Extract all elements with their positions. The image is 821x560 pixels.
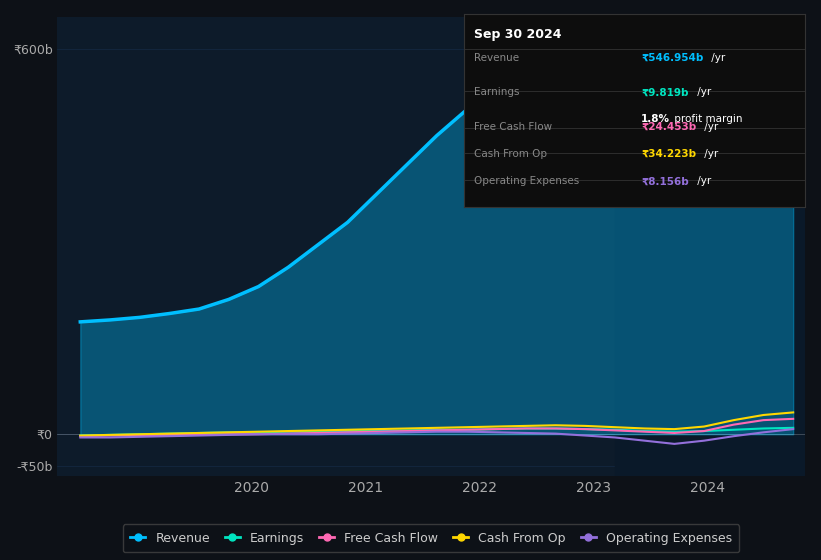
Text: Sep 30 2024: Sep 30 2024 xyxy=(474,27,562,40)
Text: ₹8.156b: ₹8.156b xyxy=(641,176,689,186)
Text: Earnings: Earnings xyxy=(474,87,520,97)
Text: 1.8%: 1.8% xyxy=(641,114,670,124)
Text: ₹546.954b: ₹546.954b xyxy=(641,53,704,63)
Legend: Revenue, Earnings, Free Cash Flow, Cash From Op, Operating Expenses: Revenue, Earnings, Free Cash Flow, Cash … xyxy=(123,524,739,552)
Text: Operating Expenses: Operating Expenses xyxy=(474,176,580,186)
Text: ₹24.453b: ₹24.453b xyxy=(641,122,696,132)
Text: Free Cash Flow: Free Cash Flow xyxy=(474,122,553,132)
Text: Cash From Op: Cash From Op xyxy=(474,150,547,159)
Text: ₹34.223b: ₹34.223b xyxy=(641,150,696,159)
Text: /yr: /yr xyxy=(709,53,726,63)
Text: Revenue: Revenue xyxy=(474,53,519,63)
Text: /yr: /yr xyxy=(694,176,711,186)
Text: /yr: /yr xyxy=(701,122,718,132)
Text: /yr: /yr xyxy=(701,150,718,159)
Text: /yr: /yr xyxy=(694,87,711,97)
Text: ₹9.819b: ₹9.819b xyxy=(641,87,689,97)
Bar xyxy=(615,17,821,476)
Text: profit margin: profit margin xyxy=(671,114,742,124)
